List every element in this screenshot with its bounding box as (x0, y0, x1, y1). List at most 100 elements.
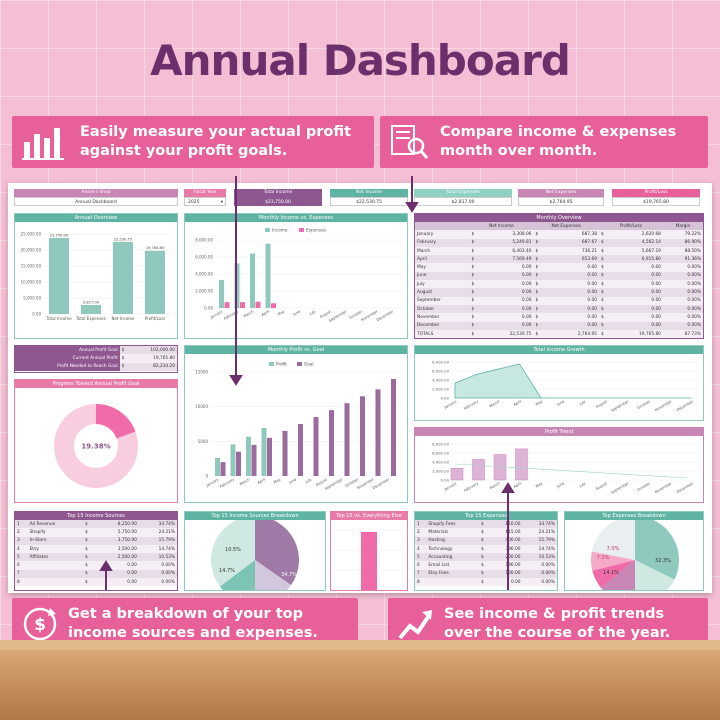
table-cell: Accounting (426, 553, 479, 562)
table-cell: 0.00 (482, 321, 534, 330)
profit-bar (215, 457, 220, 476)
bar (113, 241, 133, 314)
table-row: August $0.00 $0.00 $0.00 0.00% (415, 288, 703, 297)
table-cell: Shopify (27, 528, 84, 537)
table-cell: 3 (15, 536, 28, 545)
x-tick-label: October (637, 481, 652, 492)
table-cell: October (415, 304, 470, 314)
pie-slice (591, 516, 635, 560)
y-tick-label: 8,000.00 (195, 238, 213, 243)
data-label: 23,750.00 (50, 234, 69, 238)
area-series (454, 363, 692, 399)
table-cell: $ (478, 544, 491, 554)
table-cell: $ (598, 271, 613, 281)
column-header: Net Expenses (533, 222, 599, 231)
table-row: 2 Shopify $5,750.00 24.21% (15, 528, 177, 537)
profit-trend-panel: Profit Trend 8,000.00 6,000.00 4,000.00 2,0… (414, 427, 704, 503)
everything-else-panel: Top 15 vs. Everything Else (330, 511, 408, 591)
table-cell: Email List (426, 561, 479, 570)
profit-bar (472, 459, 485, 481)
table-cell: 0.00% (662, 313, 703, 322)
shelf (0, 640, 720, 652)
table-cell: $ (598, 246, 613, 256)
profit-goal-table: Annual Profit Goal $102,000.00 Current Ann… (15, 346, 177, 371)
fiscal-year-box[interactable]: Fiscal Year 2025 ▾ (184, 189, 226, 207)
table-cell: 8,250.00 (95, 520, 139, 529)
table-cell: June (415, 271, 470, 281)
total-income-box: Total Income $23,750.00 (234, 189, 322, 207)
table-cell: $ (533, 238, 549, 247)
y-tick-label: 6,000.00 (432, 451, 449, 456)
column-header: Margin (662, 222, 703, 231)
table-cell: $ (478, 536, 491, 545)
y-tick-label: 4,000.00 (195, 272, 213, 277)
table-row: 3 Hosting $400.00 15.79% (415, 536, 557, 545)
table-cell: 14.74% (138, 544, 177, 554)
y-tick-label: 6,000.00 (432, 369, 449, 374)
table-cell: 0.00% (662, 271, 703, 281)
x-tick-label: March (489, 399, 500, 408)
table-cell: $ (533, 288, 549, 297)
legend-swatch (297, 362, 302, 366)
table-cell: December (415, 321, 470, 330)
x-tick-label: Net Income (111, 316, 135, 321)
table-cell: 102,000.00 (130, 346, 177, 355)
table-cell: $ (533, 255, 549, 264)
annual-overview-title: Annual Overview (15, 214, 177, 222)
table-cell: 5 (415, 553, 427, 562)
y-tick-label: 0.00 (32, 312, 41, 317)
everything-else-title: Top 15 vs. Everything Else (331, 512, 407, 520)
table-cell: $ (478, 578, 491, 587)
chevron-down-icon: ▾ (220, 200, 223, 205)
y-tick-label: 0.00 (441, 396, 450, 401)
table-row: 2 Materials $615.00 24.21% (415, 528, 557, 537)
x-tick-label: February (219, 477, 236, 489)
table-cell: $ (533, 280, 549, 289)
x-tick-label: June (555, 481, 565, 489)
table-cell: $ (469, 271, 483, 281)
x-tick-label: April (513, 481, 522, 489)
table-cell: $ (469, 304, 483, 314)
table-cell: 6,403.40 (482, 246, 534, 256)
progress-panel: Progress Toward Annual Profit Goal 19.38… (14, 379, 178, 503)
table-cell: 8 (15, 578, 28, 587)
x-tick-label: May (273, 477, 282, 485)
table-cell: $ (83, 569, 96, 579)
table-cell: 0.00 (548, 288, 599, 297)
table-cell: 87.73% (662, 329, 703, 339)
table-row: 4 Technology $396.00 14.74% (415, 544, 557, 554)
pie-slice (635, 516, 679, 580)
net-expenses-label: Net Expenses (518, 189, 604, 197)
profit-loss-box: Profit/Loss $19,765.80 (612, 189, 700, 207)
shop-label: Annie's Shop (14, 189, 178, 197)
table-cell: Technology (426, 544, 479, 554)
table-cell: 4,562.14 (612, 238, 663, 247)
y-tick-label: 0 (205, 474, 208, 479)
x-tick-label: August (319, 309, 332, 319)
top-income-table: 1 Ad Revenue $8,250.00 34.74% 2 Shopify $5,750… (15, 520, 177, 587)
table-cell: 86.90% (662, 238, 703, 247)
income-growth-chart: 8,000.00 6,000.00 4,000.00 2,000.00 0.00Janu… (432, 360, 699, 413)
callout-text: Easily measure your actual profit agains… (80, 124, 352, 159)
x-tick-label: Profit/Loss (145, 316, 166, 321)
table-cell: 0.00 (612, 288, 663, 297)
profit-trend-chart: 8,000.00 6,000.00 4,000.00 2,000.00 0.00Janu… (432, 442, 699, 495)
goal-bar (267, 437, 272, 476)
table-row: Current Annual Profit $19,765.80 (15, 354, 177, 363)
top-income-title: Top 15 Income Sources (15, 512, 177, 520)
shop-value: Annual Dashboard (14, 197, 178, 206)
x-tick-label: February (463, 481, 480, 493)
table-cell: April (415, 255, 470, 264)
table-cell: 8 (415, 578, 427, 587)
goal-bar (313, 417, 319, 476)
table-cell: 82,234.20 (130, 362, 177, 371)
table-cell: 0.00 (548, 271, 599, 281)
data-label: 2,817.00 (83, 300, 100, 304)
table-cell: 5,750.00 (95, 528, 139, 537)
table-cell: $ (469, 238, 483, 247)
table-cell: 396.00 (490, 544, 523, 554)
fiscal-year-select[interactable]: 2025 ▾ (184, 197, 226, 206)
table-cell: 3,308.06 (482, 230, 534, 239)
table-row: June $0.00 $0.00 $0.00 0.00% (415, 271, 703, 281)
net-expenses-value: $2,764.95 (518, 197, 604, 206)
